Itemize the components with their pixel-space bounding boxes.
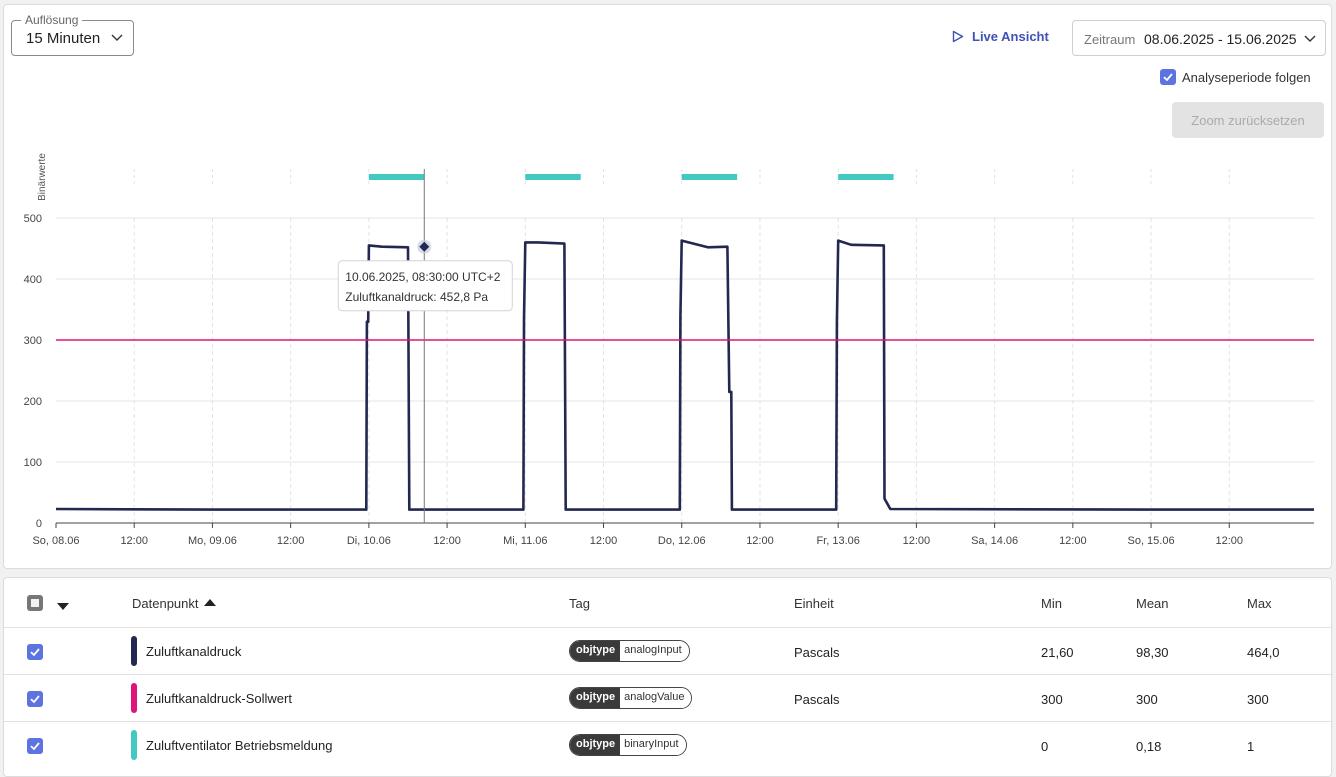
max-cell: 300 bbox=[1247, 692, 1269, 707]
min-cell: 0 bbox=[1041, 739, 1049, 754]
tooltip-value: Zuluftkanaldruck: 452,8 Pa bbox=[345, 290, 488, 304]
header-datapoint[interactable]: Datenpunkt bbox=[132, 596, 217, 611]
x-tick-label: 12:00 bbox=[1215, 535, 1243, 547]
resolution-legend: Auflösung bbox=[21, 13, 83, 27]
mean-cell: 98,30 bbox=[1136, 645, 1169, 660]
x-tick-label: Sa, 14.06 bbox=[971, 535, 1018, 547]
live-view-label: Live Ansicht bbox=[972, 29, 1049, 44]
chevron-down-icon bbox=[111, 34, 123, 41]
row-checkbox[interactable] bbox=[27, 691, 43, 707]
tag-chip: objtype analogValue bbox=[569, 687, 693, 709]
series-color-swatch bbox=[131, 683, 137, 713]
header-min[interactable]: Min bbox=[1041, 596, 1062, 611]
x-tick-label: So, 08.06 bbox=[32, 535, 79, 547]
row-checkbox[interactable] bbox=[27, 644, 43, 660]
min-cell: 300 bbox=[1041, 692, 1063, 707]
binary-on-bar bbox=[368, 174, 425, 180]
sort-asc-icon bbox=[204, 599, 217, 606]
select-all-checkbox[interactable] bbox=[27, 595, 43, 611]
binary-axis-label: Binärwerte bbox=[37, 153, 48, 201]
tag-chip: objtype analogInput bbox=[569, 640, 690, 662]
mean-cell: 0,18 bbox=[1136, 739, 1162, 754]
chart-card: Auflösung 15 Minuten Live Ansicht Zeitra… bbox=[3, 4, 1332, 569]
resolution-value: 15 Minuten bbox=[26, 30, 101, 47]
table-row[interactable]: Zuluftventilator Betriebsmeldung objtype… bbox=[4, 721, 1333, 768]
header-unit[interactable]: Einheit bbox=[794, 596, 834, 611]
table-row[interactable]: Zuluftkanaldruck-Sollwert objtype analogV… bbox=[4, 674, 1333, 721]
live-view-button[interactable]: Live Ansicht bbox=[952, 29, 1049, 44]
tag-chip: objtype binaryInput bbox=[569, 734, 687, 756]
series-line-pressure bbox=[55, 239, 1314, 511]
y-tick-label: 500 bbox=[24, 213, 42, 225]
x-tick-label: 12:00 bbox=[746, 535, 774, 547]
mean-cell: 300 bbox=[1136, 692, 1158, 707]
x-tick-label: 12:00 bbox=[120, 535, 148, 547]
time-series-chart[interactable]: 0 100 200 300 400 500 So, 08.06 12:00 Mo, 09.06 1… bbox=[4, 5, 1333, 570]
datapoint-table: Datenpunkt Tag Einheit Min Mean Max Zulu… bbox=[3, 577, 1333, 777]
binary-on-bar bbox=[525, 174, 581, 180]
header-tag[interactable]: Tag bbox=[569, 596, 590, 611]
play-icon bbox=[952, 30, 964, 43]
header-max[interactable]: Max bbox=[1247, 596, 1272, 611]
follow-period-checkbox[interactable]: Analyseperiode folgen bbox=[1160, 69, 1311, 85]
datapoint-name: Zuluftkanaldruck-Sollwert bbox=[146, 691, 292, 706]
y-tick-label: 200 bbox=[24, 396, 42, 408]
chevron-down-icon bbox=[1304, 35, 1316, 42]
x-tick-label: Mo, 09.06 bbox=[188, 535, 237, 547]
y-tick-label: 0 bbox=[36, 518, 42, 530]
x-tick-label: 12:00 bbox=[590, 535, 618, 547]
y-tick-label: 100 bbox=[24, 457, 42, 469]
follow-period-label: Analyseperiode folgen bbox=[1182, 69, 1311, 85]
table-row[interactable]: Zuluftkanaldruck objtype analogInput Pasc… bbox=[4, 627, 1333, 674]
x-tick-label: Fr, 13.06 bbox=[816, 535, 859, 547]
checkbox-checked-icon bbox=[1160, 69, 1176, 85]
zoom-reset-button[interactable]: Zoom zurücksetzen bbox=[1172, 102, 1324, 138]
x-tick-label: 12:00 bbox=[903, 535, 931, 547]
x-tick-label: 12:00 bbox=[1059, 535, 1087, 547]
hover-marker bbox=[419, 241, 430, 252]
binary-on-bar bbox=[681, 174, 738, 180]
series-color-swatch bbox=[131, 730, 137, 760]
x-tick-label: 12:00 bbox=[433, 535, 461, 547]
zoom-reset-label: Zoom zurücksetzen bbox=[1191, 112, 1305, 128]
x-tick-label: Mi, 11.06 bbox=[503, 535, 547, 547]
datapoint-name: Zuluftventilator Betriebsmeldung bbox=[146, 738, 333, 753]
period-select[interactable]: Zeitraum 08.06.2025 - 15.06.2025 bbox=[1072, 20, 1326, 56]
caret-down-icon[interactable] bbox=[57, 603, 69, 611]
x-tick-label: Di, 10.06 bbox=[347, 535, 391, 547]
y-tick-label: 400 bbox=[24, 274, 42, 286]
unit-cell: Pascals bbox=[794, 692, 840, 707]
resolution-select[interactable]: Auflösung 15 Minuten bbox=[11, 13, 134, 56]
tooltip-time: 10.06.2025, 08:30:00 UTC+2 bbox=[345, 270, 500, 284]
header-mean[interactable]: Mean bbox=[1136, 596, 1169, 611]
x-tick-label: 12:00 bbox=[277, 535, 305, 547]
row-checkbox[interactable] bbox=[27, 738, 43, 754]
period-label: Zeitraum bbox=[1084, 32, 1136, 47]
x-tick-label: So, 15.06 bbox=[1127, 535, 1174, 547]
min-cell: 21,60 bbox=[1041, 645, 1074, 660]
tooltip-box bbox=[337, 260, 513, 312]
period-value: 08.06.2025 - 15.06.2025 bbox=[1144, 31, 1297, 47]
x-tick-label: Do, 12.06 bbox=[658, 535, 706, 547]
datapoint-name: Zuluftkanaldruck bbox=[146, 644, 242, 659]
unit-cell: Pascals bbox=[794, 645, 840, 660]
series-color-swatch bbox=[131, 636, 137, 666]
max-cell: 1 bbox=[1247, 739, 1255, 754]
y-tick-label: 300 bbox=[24, 335, 42, 347]
binary-on-bar bbox=[838, 174, 894, 180]
max-cell: 464,0 bbox=[1247, 645, 1280, 660]
